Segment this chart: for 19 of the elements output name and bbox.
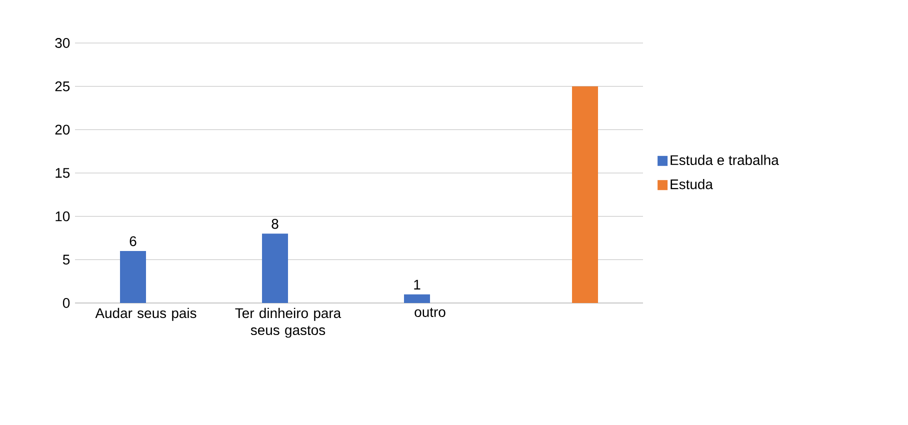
y-tick-label: 25 <box>55 81 70 92</box>
data-label: 1 <box>414 280 420 290</box>
data-label: 8 <box>272 218 278 229</box>
y-tick-label: 20 <box>55 124 70 135</box>
legend-label: Estuda e trabalha <box>670 154 779 166</box>
data-label: 6 <box>130 236 136 246</box>
x-tick-label: Ter dinheiro para seus gastos <box>235 308 342 338</box>
y-tick-label: 0 <box>62 298 70 308</box>
bar <box>120 251 146 303</box>
y-tick-label: 10 <box>56 211 70 222</box>
y-tick-label: 15 <box>56 168 70 178</box>
bar <box>572 86 598 303</box>
bar <box>404 294 430 303</box>
bar <box>262 234 288 303</box>
x-tick-label: outro <box>414 308 446 318</box>
x-tick-label: Audar seus pais <box>95 308 196 321</box>
y-tick-label: 5 <box>62 254 70 265</box>
y-tick-label: 30 <box>55 38 70 48</box>
legend-label: Estuda <box>670 178 713 190</box>
